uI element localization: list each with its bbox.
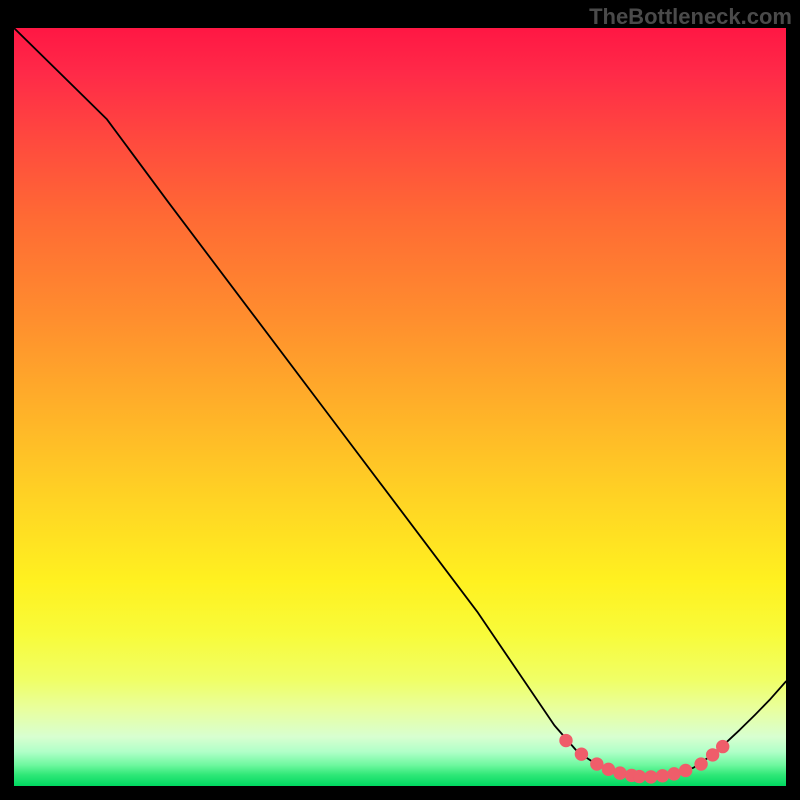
marker-dot	[717, 740, 729, 752]
marker-dot	[656, 770, 668, 782]
marker-dot	[645, 771, 657, 783]
marker-dot	[695, 758, 707, 770]
marker-dot	[668, 768, 680, 780]
bottleneck-curve	[14, 28, 786, 777]
marker-dot	[560, 734, 572, 746]
marker-dot	[633, 770, 645, 782]
chart-container: { "watermark": "TheBottleneck.com", "cha…	[0, 0, 800, 800]
marker-dot	[706, 749, 718, 761]
marker-dot	[602, 763, 614, 775]
marker-dot	[614, 767, 626, 779]
curve-layer	[14, 28, 786, 786]
watermark-text: TheBottleneck.com	[589, 4, 792, 30]
marker-dot	[575, 748, 587, 760]
optimal-range-markers	[560, 734, 729, 783]
plot-area	[14, 28, 786, 786]
marker-dot	[591, 758, 603, 770]
marker-dot	[679, 764, 691, 776]
